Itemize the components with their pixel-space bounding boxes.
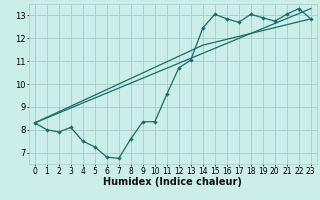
X-axis label: Humidex (Indice chaleur): Humidex (Indice chaleur) <box>103 177 242 187</box>
